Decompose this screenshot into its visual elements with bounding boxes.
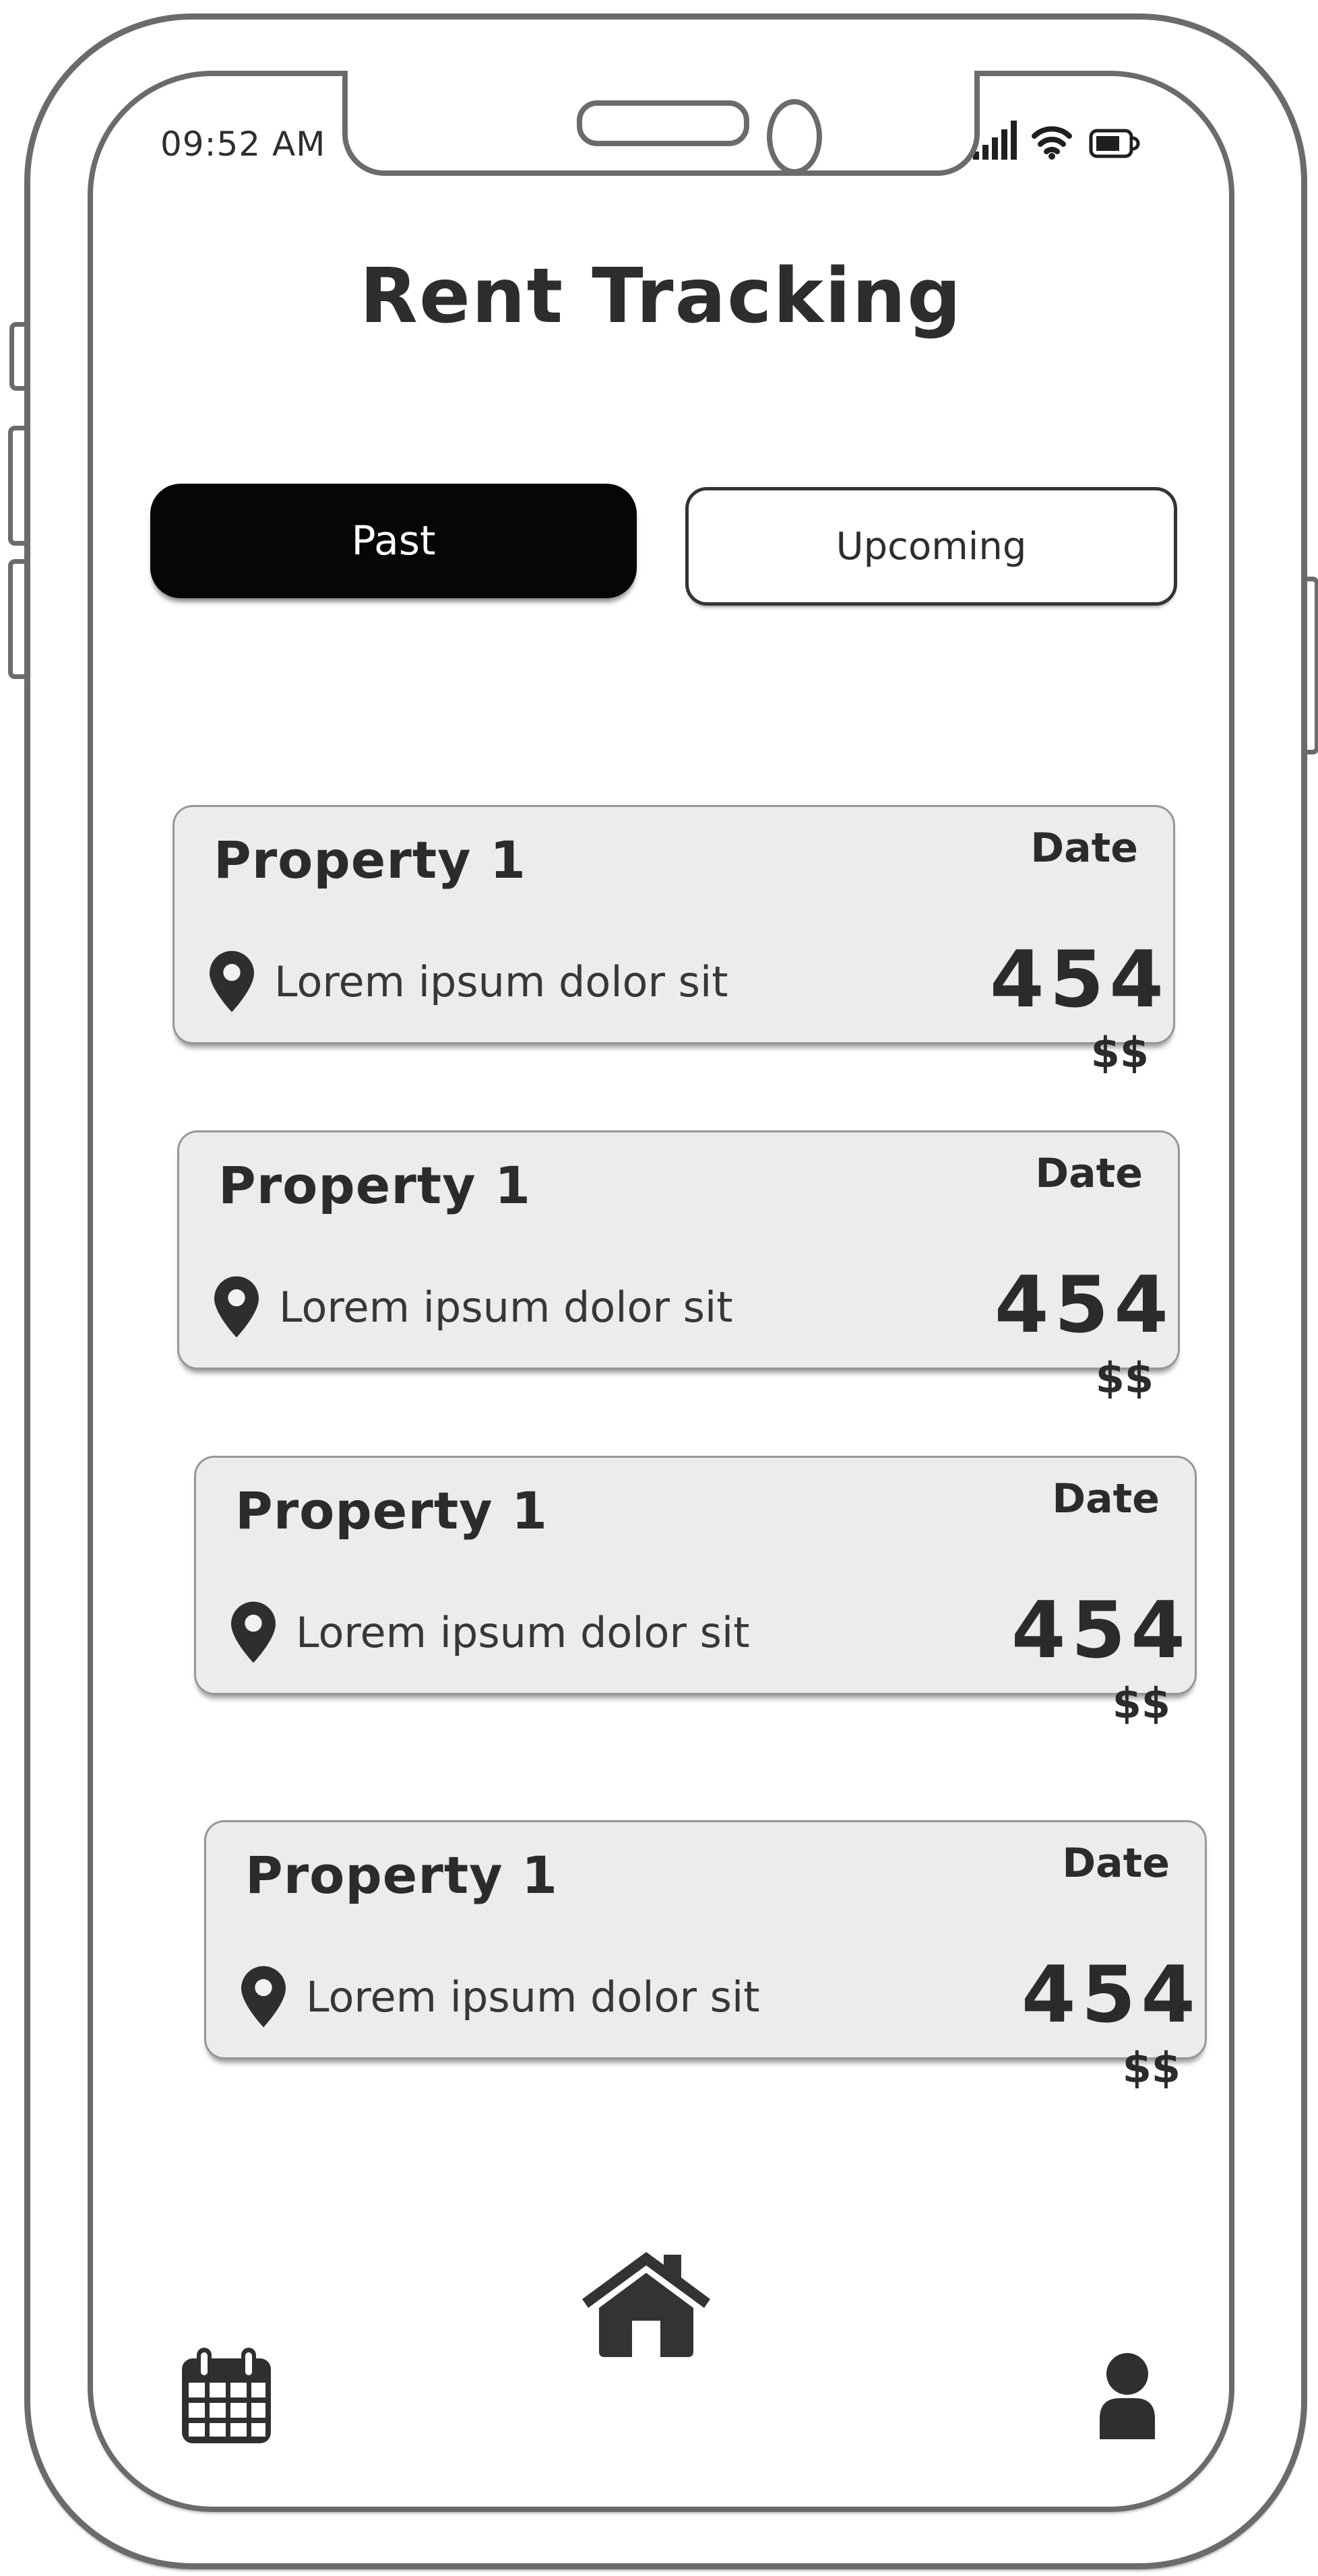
location-pin-icon	[214, 1276, 259, 1338]
property-card[interactable]: Property 1 Date Lorem ipsum dolor sit 45…	[204, 1820, 1207, 2092]
property-address: Lorem ipsum dolor sit	[214, 1276, 733, 1338]
property-name: Property 1	[218, 1155, 532, 1215]
rent-amount: 454	[989, 934, 1169, 1025]
location-pin-icon	[231, 1601, 276, 1663]
rent-amount: 454	[1021, 1950, 1201, 2040]
phone-frame: 09:52 AM	[24, 13, 1307, 2569]
date-label: Date	[1030, 825, 1138, 872]
rent-amount: 454	[1011, 1585, 1191, 1676]
property-card[interactable]: Property 1 Date Lorem ipsum dolor sit 45…	[194, 1456, 1197, 1728]
property-name: Property 1	[235, 1481, 548, 1541]
tab-upcoming-label: Upcoming	[836, 524, 1027, 569]
tab-past[interactable]: Past	[150, 484, 637, 598]
rent-amount: 454	[994, 1260, 1174, 1351]
currency-label: $$	[1090, 1028, 1149, 1077]
property-name: Property 1	[214, 830, 527, 890]
calendar-icon	[182, 2348, 271, 2443]
date-label: Date	[1052, 1475, 1160, 1522]
address-text: Lorem ipsum dolor sit	[296, 1607, 750, 1657]
property-address: Lorem ipsum dolor sit	[210, 951, 728, 1012]
battery-icon	[1089, 129, 1140, 158]
speaker-icon	[577, 100, 749, 146]
address-text: Lorem ipsum dolor sit	[306, 1972, 760, 2022]
property-card[interactable]: Property 1 Date Lorem ipsum dolor sit 45…	[172, 805, 1175, 1077]
property-name: Property 1	[245, 1845, 559, 1905]
date-label: Date	[1035, 1150, 1143, 1197]
tab-upcoming[interactable]: Upcoming	[685, 487, 1177, 606]
status-icons	[973, 118, 1148, 162]
property-card[interactable]: Property 1 Date Lorem ipsum dolor sit 45…	[177, 1130, 1180, 1403]
signal-bars-icon	[973, 121, 1017, 160]
status-time: 09:52 AM	[160, 125, 326, 164]
property-address: Lorem ipsum dolor sit	[241, 1966, 760, 2028]
page-title: Rent Tracking	[359, 253, 963, 340]
nav-calendar-button[interactable]	[182, 2348, 271, 2446]
person-icon	[1100, 2353, 1155, 2439]
currency-label: $$	[1095, 1353, 1154, 1403]
address-text: Lorem ipsum dolor sit	[274, 957, 728, 1006]
notch	[342, 71, 980, 176]
currency-label: $$	[1122, 2043, 1181, 2092]
property-address: Lorem ipsum dolor sit	[231, 1601, 750, 1663]
tab-past-label: Past	[351, 517, 436, 565]
date-label: Date	[1062, 1840, 1170, 1887]
nav-home-button[interactable]	[582, 2252, 710, 2360]
home-icon	[582, 2252, 710, 2357]
location-pin-icon	[210, 951, 254, 1012]
location-pin-icon	[241, 1966, 286, 2028]
nav-profile-button[interactable]	[1093, 2353, 1162, 2442]
wifi-icon	[1032, 126, 1072, 160]
camera-icon	[767, 99, 822, 174]
currency-label: $$	[1112, 1679, 1170, 1728]
phone-screen: 09:52 AM	[88, 71, 1234, 2512]
address-text: Lorem ipsum dolor sit	[279, 1282, 733, 1332]
